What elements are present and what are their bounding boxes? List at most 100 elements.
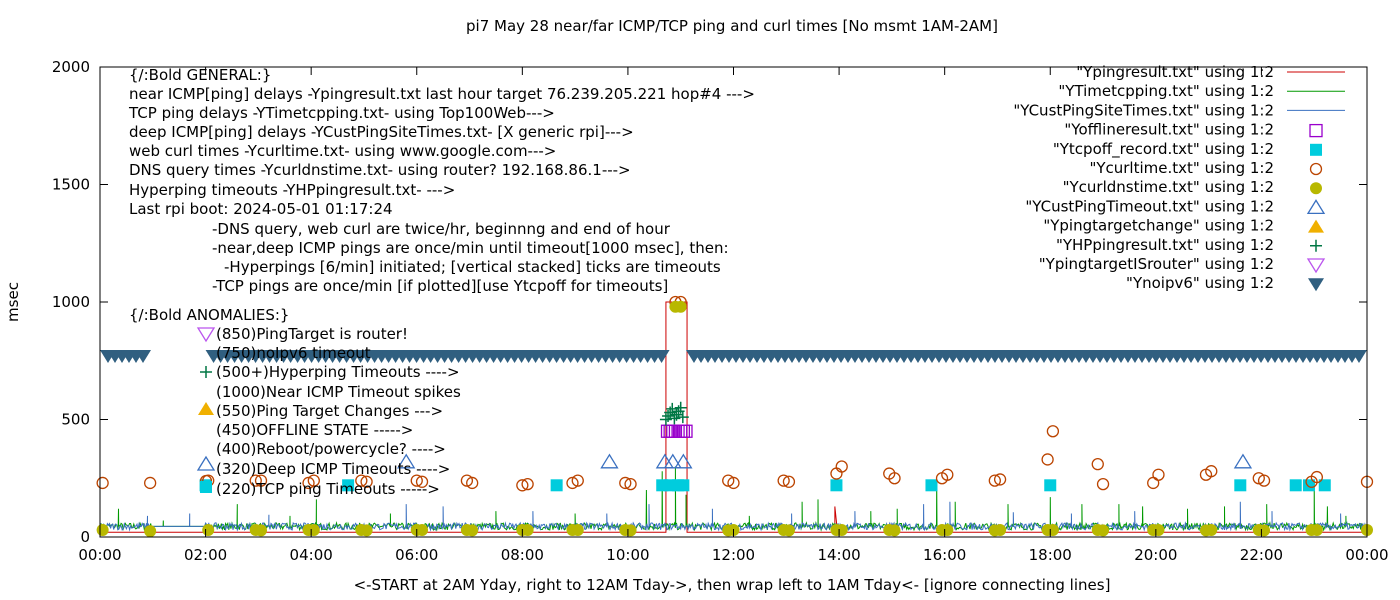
marker-circle-open — [254, 474, 268, 487]
marker-plus — [674, 401, 687, 414]
marker-triangle-up-open — [674, 453, 693, 469]
marker-circle-open — [835, 460, 848, 473]
annotation-sample-marker — [200, 366, 212, 378]
chart-title: pi7 May 28 near/far ICMP/TCP ping and cu… — [466, 17, 998, 35]
marker-circle-filled — [416, 523, 429, 536]
legend-marker-sample — [1308, 278, 1324, 292]
noipv6-marker — [1350, 350, 1367, 364]
marker-circle-filled — [521, 523, 534, 536]
marker-circle-filled — [1152, 523, 1165, 536]
marker-circle-open — [1257, 474, 1271, 487]
marker-circle-open — [355, 474, 368, 487]
marker-circle-open — [1310, 470, 1323, 484]
annotation-line: -DNS query, web curl are twice/hr, begin… — [212, 220, 671, 238]
x-tick-label: 18:00 — [1029, 546, 1072, 564]
marker-circle-open — [782, 475, 796, 488]
marker-circle-open — [516, 479, 529, 492]
marker-triangle-up-open — [663, 453, 682, 469]
legend-marker-sample — [1309, 162, 1323, 176]
noipv6-marker-band — [685, 350, 1367, 364]
annotation-line: (400)Reboot/powercycle? ----> — [216, 440, 446, 458]
x-tick-label: 14:00 — [817, 546, 860, 564]
marker-square-filled — [1318, 479, 1331, 492]
legend-label: "Yofflineresult.txt" using 1:2 — [1064, 121, 1274, 139]
marker-circle-open — [249, 474, 262, 487]
y-tick-label: 2000 — [52, 58, 90, 76]
annotation-sample-marker — [196, 455, 216, 471]
marker-circle-filled — [571, 523, 584, 536]
legend-marker-sample — [1306, 258, 1326, 274]
marker-circle-open — [521, 477, 534, 491]
marker-square-open — [679, 424, 693, 438]
annotation-line: (850)PingTarget is router! — [216, 325, 408, 343]
marker-square-filled — [1234, 479, 1247, 492]
marker-circle-open — [624, 477, 637, 491]
x-tick-label: 04:00 — [290, 546, 333, 564]
annotation-line: -near,deep ICMP pings are once/min until… — [212, 239, 729, 257]
marker-triangle-up-open — [600, 453, 619, 469]
marker-triangle-up-open — [397, 453, 416, 469]
annotation-line: DNS query times -Ycurldnstime.txt- using… — [129, 161, 631, 179]
marker-circle-open — [727, 476, 740, 490]
marker-plus — [676, 411, 689, 424]
y-axis-label: msec — [4, 282, 22, 322]
marker-circle-open — [1205, 465, 1218, 478]
legend-label: "Ypingresult.txt" using 1:2 — [1076, 63, 1274, 81]
x-tick-label: 06:00 — [395, 546, 438, 564]
marker-circle-open — [1091, 457, 1104, 471]
legend-label: "Ynoipv6" using 1:2 — [1126, 274, 1274, 292]
legend-label: "Ytcpoff_record.txt" using 1:2 — [1053, 140, 1274, 159]
marker-circle-filled — [674, 300, 687, 313]
marker-circle-open — [1096, 477, 1110, 491]
x-tick-label: 08:00 — [501, 546, 544, 564]
annotation-line: web curl times -Ycurltime.txt- using www… — [129, 142, 556, 160]
marker-circle-open — [619, 476, 632, 490]
marker-circle-open — [410, 474, 423, 487]
annotation-line: {/:Bold GENERAL:} — [129, 66, 271, 84]
annotation-line: (750)noIpv6 timeout — [216, 344, 371, 362]
marker-circle-open — [988, 474, 1001, 487]
y-tick-label: 1000 — [52, 293, 90, 311]
marker-circle-filled — [466, 524, 479, 537]
marker-circle-filled — [994, 523, 1007, 536]
legend-marker-sample — [1309, 123, 1323, 138]
marker-circle-open — [1041, 453, 1054, 466]
marker-circle-open — [360, 475, 373, 488]
marker-circle-open — [777, 474, 790, 487]
marker-circle-filled — [835, 523, 848, 536]
marker-circle-open — [1152, 468, 1165, 481]
annotation-line: (220)TCP ping Timeouts -----> — [216, 480, 440, 498]
annotation-sample-marker — [196, 327, 216, 343]
marker-circle-filled — [624, 524, 637, 537]
x-tick-label: 22:00 — [1240, 546, 1283, 564]
marker-triangle-up-open — [655, 453, 675, 469]
annotation-line: TCP ping delays -YTimetcpping.txt- using… — [128, 104, 555, 122]
annotation-line: Last rpi boot: 2024-05-01 01:17:24 — [129, 200, 393, 218]
noipv6-marker-band — [205, 350, 670, 364]
marker-square-filled — [677, 479, 690, 492]
y-tick-label: 500 — [61, 411, 90, 429]
marker-square-filled — [830, 479, 843, 492]
marker-circle-filled — [941, 523, 954, 536]
axes: 00:00 02:00 04:00 06:00 08:00 10:00 12:00 14:00… — [52, 58, 1389, 564]
marker-circle-filled — [1310, 523, 1323, 536]
y-tick-label: 1500 — [52, 176, 90, 194]
marker-circle-filled — [255, 524, 268, 537]
marker-circle-filled — [1046, 523, 1059, 536]
x-tick-label: 16:00 — [923, 546, 966, 564]
marker-circle-open — [415, 475, 429, 488]
annotation-line: deep ICMP[ping] delays -YCustPingSiteTim… — [129, 123, 634, 141]
annotation-line: (500+)Hyperping Timeouts ----> — [216, 363, 460, 381]
annotation-sample-marker — [200, 481, 212, 493]
legend-marker-sample — [1308, 219, 1324, 233]
y-tick-label: 0 — [80, 528, 90, 546]
x-tick-label: 20:00 — [1134, 546, 1177, 564]
marker-circle-filled — [96, 523, 109, 536]
legend-marker-sample — [1310, 239, 1322, 252]
x-tick-label: 00:00 — [78, 546, 121, 564]
legend-label: "YpingtargetISrouter" using 1:2 — [1039, 255, 1274, 273]
legend-label: "YTimetcpping.txt" using 1:2 — [1058, 82, 1274, 100]
x-tick-label: 10:00 — [606, 546, 649, 564]
marker-circle-filled — [1205, 523, 1218, 536]
marker-circle-open — [1046, 425, 1060, 438]
